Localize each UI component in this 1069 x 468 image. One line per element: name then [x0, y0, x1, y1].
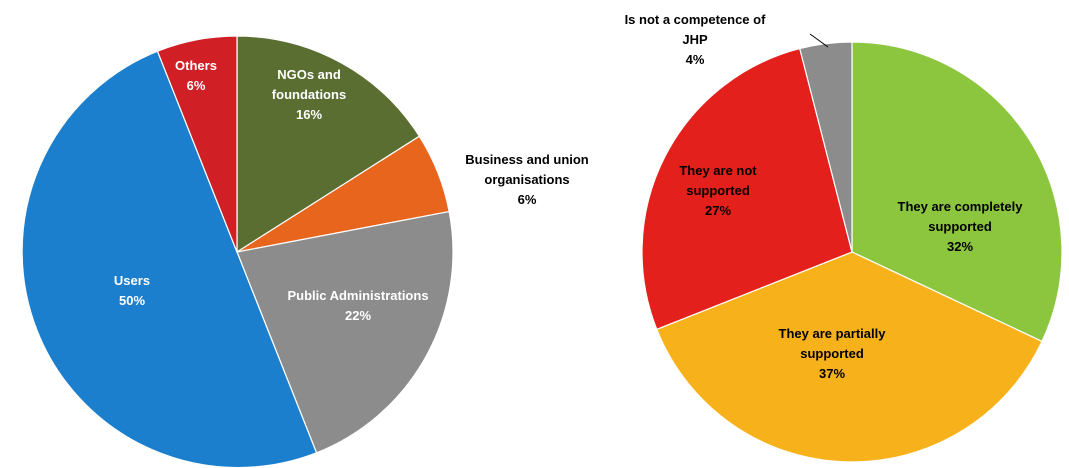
data-label-they-are-not-supported: They are not supported 27% — [679, 163, 757, 218]
data-label-public-administrations: Public Administrations 22% — [287, 288, 428, 323]
pie-slice-is-not-a-competence-of-jhp — [799, 41, 853, 253]
pie-chart-2: They are completely supported 32% They are … — [625, 12, 1063, 463]
data-label-is-not-a-competence-of-jhp: Is not a competence of JHP 4% — [625, 12, 767, 67]
pie-slice-ngos-and-foundations — [236, 35, 421, 254]
data-label-business-and-union-organisations: Business and union organisations 6% — [465, 152, 589, 207]
pie-slice-they-are-partially-supported — [655, 251, 1043, 463]
label-leader-line — [809, 33, 829, 48]
data-label-they-are-completely-supported: They are completely supported 32% — [898, 199, 1024, 254]
pie-chart-1: NGOs and foundations 16% Business and union… — [21, 35, 589, 468]
pie-slice-public-administrations — [236, 210, 454, 454]
pie-slice-users — [21, 50, 318, 468]
data-label-ngos-and-foundations: NGOs and foundations 16% — [272, 67, 346, 122]
pie-slice-they-are-completely-supported — [851, 41, 1063, 343]
data-label-users: Users 50% — [114, 273, 150, 308]
data-label-others: Others 6% — [175, 58, 217, 93]
data-label-they-are-partially-supported: They are partially supported 37% — [779, 326, 887, 381]
pie-slice-they-are-not-supported — [641, 47, 853, 331]
pie-slice-others — [156, 35, 238, 253]
